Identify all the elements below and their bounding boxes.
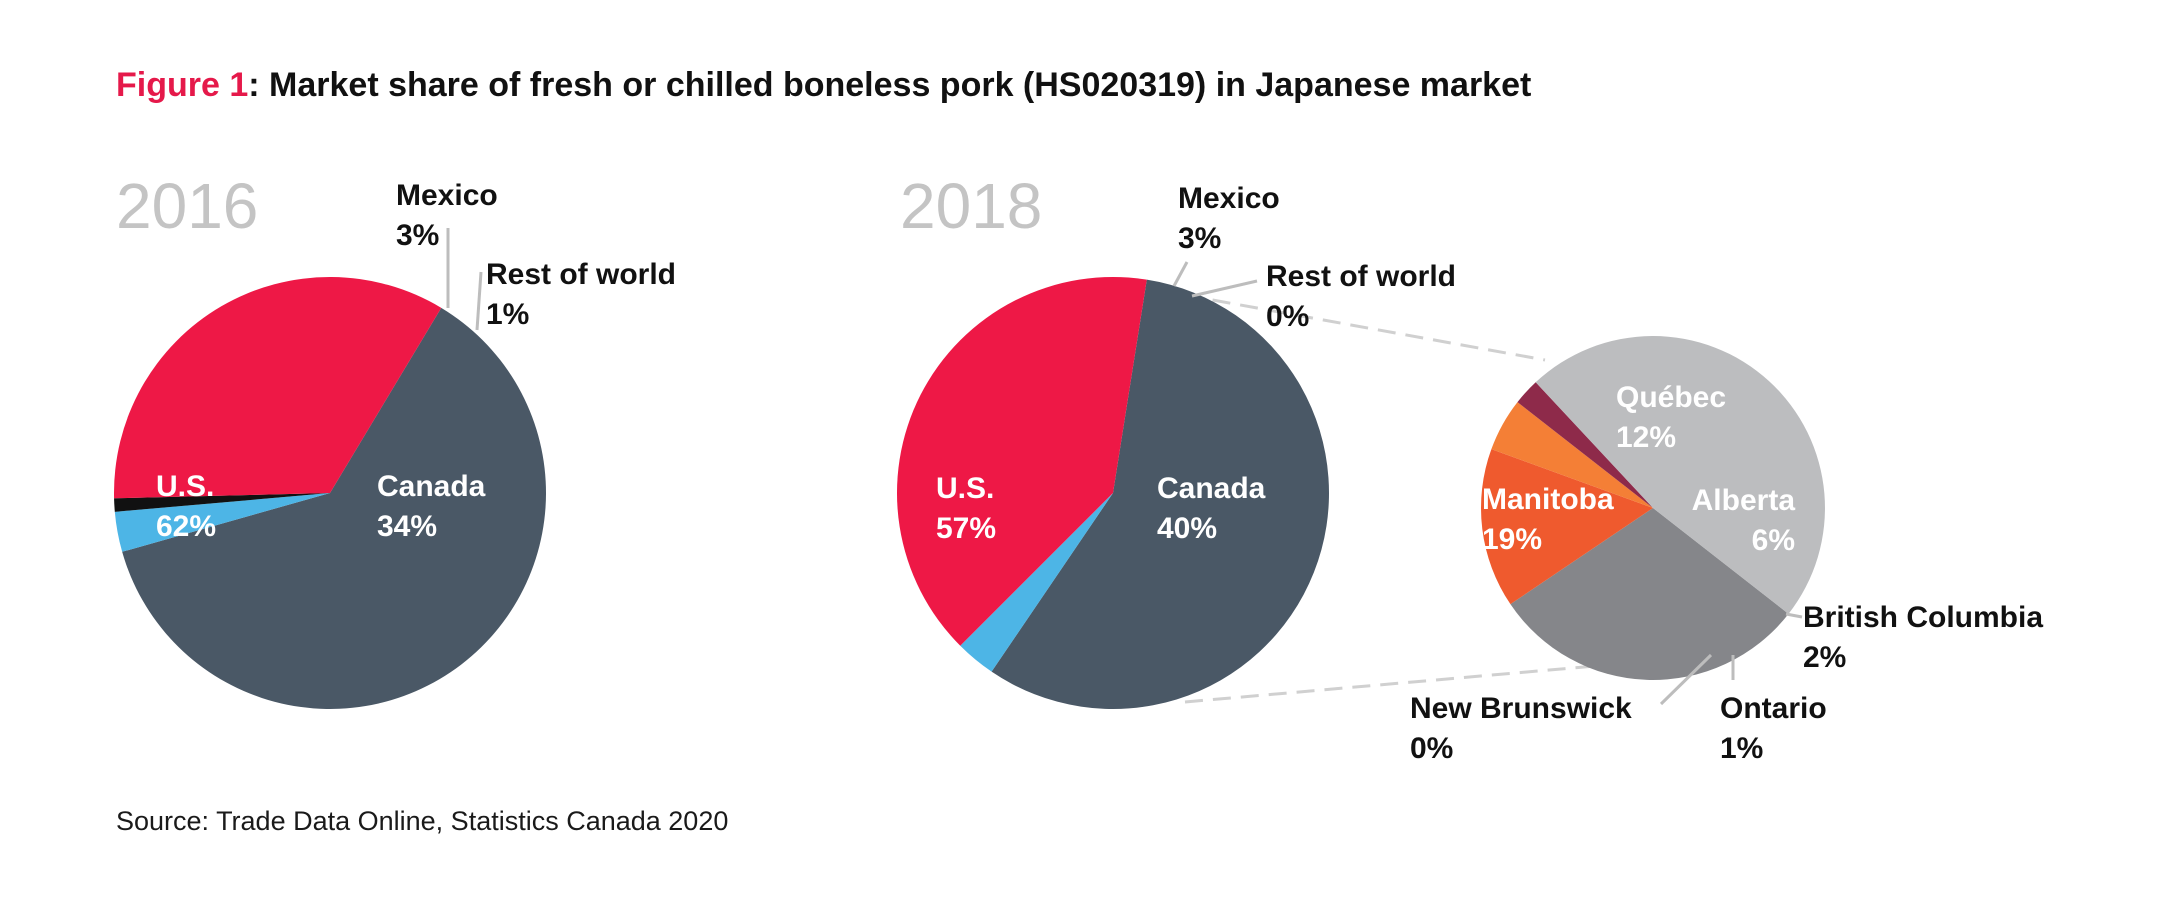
leader-mexico-2018 [1172, 261, 1189, 287]
label-mexico-2018-name: Mexico [1178, 182, 1280, 215]
label-new-brunswick-name: New Brunswick [1410, 692, 1632, 725]
leader-row-2018 [1191, 279, 1258, 298]
title-text: Market share of fresh or chilled boneles… [269, 66, 1532, 104]
label-row-2016-name: Rest of world [486, 258, 676, 291]
chart-title: Figure 1: Market share of fresh or chill… [116, 66, 1531, 105]
slice-rest-of-world-2016 [114, 493, 330, 512]
label-ontario: Ontario 1% [1720, 692, 1827, 765]
label-row-2018-value: 0% [1266, 300, 1309, 333]
slice-british-columbia-province [1491, 402, 1653, 508]
label-us-2016-name: U.S. [156, 470, 214, 503]
label-mexico-2016-value: 3% [396, 219, 439, 252]
slice-quebec-province [1510, 508, 1789, 680]
slice-canada-2018 [896, 276, 1147, 646]
slice-ontario-province [1517, 382, 1653, 508]
leader-row-2016 [475, 271, 483, 331]
label-mexico-2018: Mexico 3% [1178, 182, 1280, 255]
leader-lines [446, 228, 1803, 706]
label-mexico-2016: Mexico 3% [396, 179, 498, 252]
label-us-2016-value: 62% [156, 510, 216, 543]
label-alberta-name: Alberta [1692, 484, 1796, 517]
label-ontario-name: Ontario [1720, 692, 1827, 725]
label-ontario-value: 1% [1720, 732, 1763, 765]
label-row-2018: Rest of world 0% [1266, 260, 1456, 333]
slice-canada-2016 [113, 276, 442, 499]
label-alberta-value: 6% [1752, 524, 1795, 557]
label-row-2016-value: 1% [486, 298, 529, 331]
label-manitoba-value: 19% [1482, 523, 1542, 556]
figure-number: Figure 1 [116, 66, 249, 104]
label-mexico-2016-name: Mexico [396, 179, 498, 212]
label-row-2016: Rest of world 1% [486, 258, 676, 331]
pie-canada-provinces [1480, 336, 1825, 680]
label-new-brunswick: New Brunswick 0% [1410, 692, 1632, 765]
slice-mexico-2018 [960, 493, 1113, 672]
label-british-columbia-name: British Columbia [1803, 601, 2043, 634]
pie-2018 [896, 276, 1330, 710]
breakdown-connector-top [1184, 293, 1546, 362]
slice-u-s-2018 [991, 279, 1330, 710]
label-quebec: Québec 12% [1616, 381, 1726, 454]
label-british-columbia-value: 2% [1803, 641, 1846, 674]
label-canada-2018-name: Canada [1157, 472, 1266, 505]
label-row-2018-name: Rest of world [1266, 260, 1456, 293]
label-quebec-name: Québec [1616, 381, 1726, 414]
label-canada-2016: Canada 34% [377, 470, 486, 543]
pie-2016 [113, 276, 546, 709]
label-us-2018: U.S. 57% [936, 472, 996, 545]
slice-manitoba-province [1535, 336, 1825, 614]
leader-british-columbia [1785, 612, 1803, 619]
title-separator: : [248, 66, 270, 104]
source-note: Source: Trade Data Online, Statistics Ca… [116, 806, 729, 836]
label-manitoba: Manitoba 19% [1482, 483, 1614, 556]
breakdown-connector-bottom [1184, 653, 1721, 704]
label-us-2016: U.S. 62% [156, 470, 216, 543]
label-quebec-value: 12% [1616, 421, 1676, 454]
label-canada-2016-name: Canada [377, 470, 486, 503]
label-us-2018-name: U.S. [936, 472, 994, 505]
label-canada-2018: Canada 40% [1157, 472, 1266, 545]
year-2016-label: 2016 [116, 170, 258, 242]
label-canada-2016-value: 34% [377, 510, 437, 543]
label-british-columbia: British Columbia 2% [1803, 601, 2043, 674]
slice-mexico-2016 [114, 493, 330, 552]
label-us-2018-value: 57% [936, 512, 996, 545]
label-manitoba-name: Manitoba [1482, 483, 1614, 516]
label-canada-2018-value: 40% [1157, 512, 1217, 545]
label-alberta: Alberta 6% [1692, 484, 1796, 557]
leader-new-brunswick [1659, 653, 1713, 706]
year-2018-label: 2018 [900, 170, 1042, 242]
label-new-brunswick-value: 0% [1410, 732, 1453, 765]
label-mexico-2018-value: 3% [1178, 222, 1221, 255]
slice-alberta-province [1480, 449, 1653, 605]
slice-u-s-2016 [122, 307, 546, 709]
